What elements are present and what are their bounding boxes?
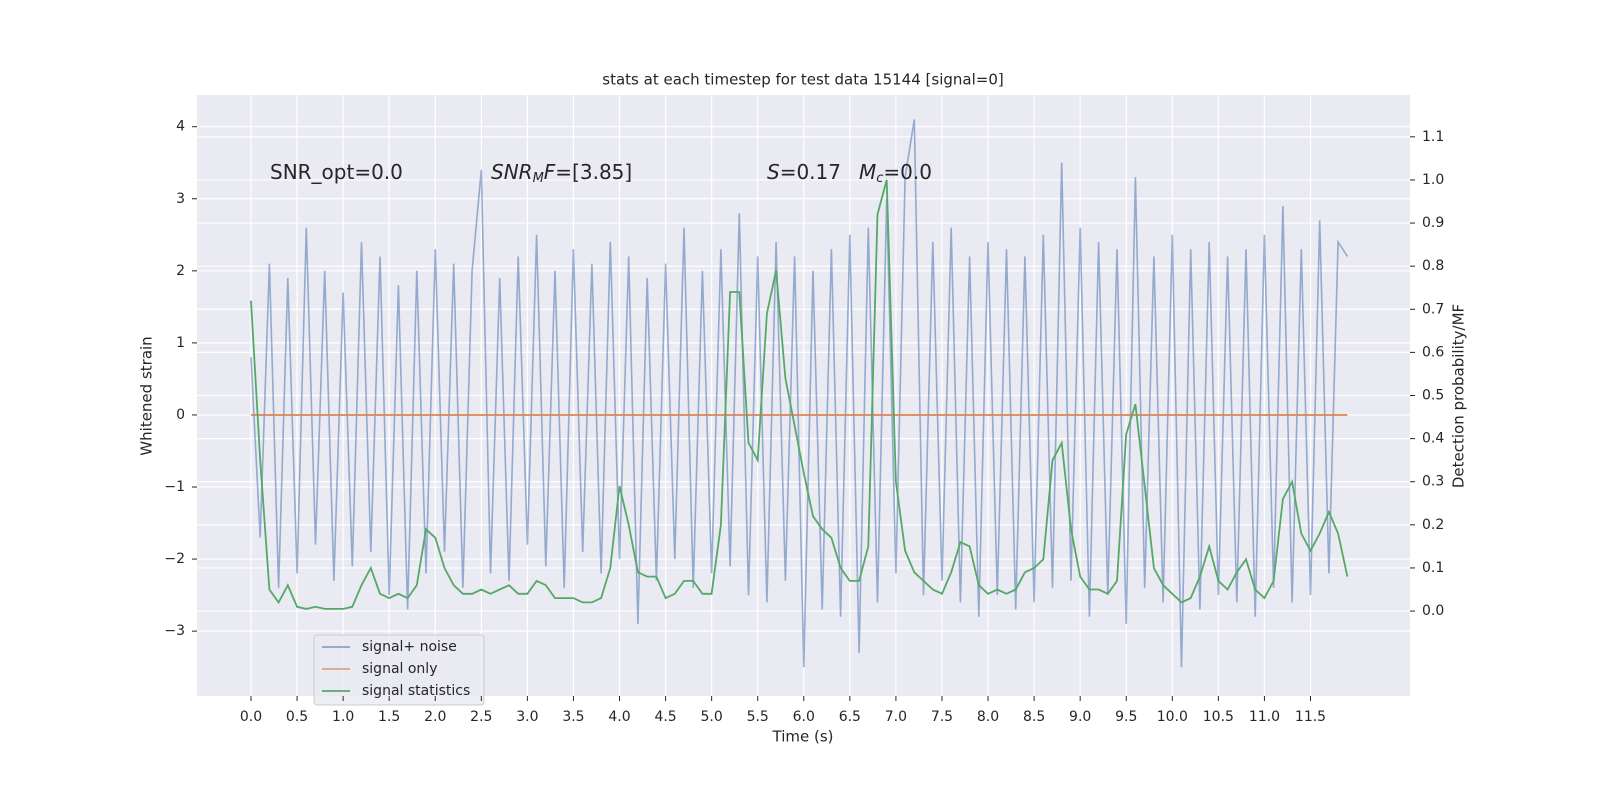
annotation-part: =[3.85] bbox=[555, 160, 632, 184]
annotation-part: =0.0 bbox=[883, 160, 932, 184]
x-tick-label: 6.5 bbox=[839, 709, 861, 725]
y2-tick-label: 0.8 bbox=[1422, 258, 1444, 274]
y-tick-label: 3 bbox=[176, 191, 185, 207]
x-tick-label: 2.5 bbox=[470, 709, 492, 725]
x-tick-label: 7.0 bbox=[885, 709, 907, 725]
series-line bbox=[250, 119, 1349, 668]
x-tick-label: 5.0 bbox=[701, 709, 723, 725]
x-tick-label: 9.5 bbox=[1115, 709, 1137, 725]
x-tick-label: 2.0 bbox=[424, 709, 446, 725]
y2-tick-label: 0.4 bbox=[1422, 431, 1444, 447]
legend: signal+ noise signal only signal statistic… bbox=[313, 634, 485, 706]
x-tick-label: 11.0 bbox=[1249, 709, 1280, 725]
x-tick-label: 1.5 bbox=[378, 709, 400, 725]
x-tick-label: 3.5 bbox=[562, 709, 584, 725]
x-tick-label: 4.0 bbox=[608, 709, 630, 725]
y-tick-label: 0 bbox=[176, 407, 185, 423]
x-tick-label: 8.0 bbox=[977, 709, 999, 725]
y2-tick-label: 0.6 bbox=[1422, 344, 1444, 360]
x-tick-label: 3.0 bbox=[516, 709, 538, 725]
y2-tick-label: 0.1 bbox=[1422, 560, 1444, 576]
y-tick-label: 4 bbox=[176, 119, 185, 135]
y2-tick-label: 0.9 bbox=[1422, 215, 1444, 231]
y-tick-label: 2 bbox=[176, 263, 185, 279]
chart-title: stats at each timestep for test data 151… bbox=[602, 71, 1003, 89]
annotation: Mc=0.0 bbox=[859, 160, 932, 186]
y2-tick-label: 1.1 bbox=[1422, 129, 1444, 145]
x-tick-label: 5.5 bbox=[747, 709, 769, 725]
y2-tick-label: 0.5 bbox=[1422, 388, 1444, 404]
y2-tick-label: 0.2 bbox=[1422, 517, 1444, 533]
x-tick-label: 0.0 bbox=[240, 709, 262, 725]
y-tick-label: −2 bbox=[164, 551, 185, 567]
annotation-part: F bbox=[544, 160, 556, 184]
y-tick-label: 1 bbox=[176, 335, 185, 351]
annotation: S=0.17 bbox=[767, 160, 841, 184]
annotation-part: =0.17 bbox=[780, 160, 841, 184]
y2-tick-label: 0.3 bbox=[1422, 474, 1444, 490]
y-axis-label: Whitened strain bbox=[138, 336, 156, 455]
x-tick-label: 9.0 bbox=[1069, 709, 1091, 725]
x-tick-label: 0.5 bbox=[286, 709, 308, 725]
y2-tick-label: 0.7 bbox=[1422, 301, 1444, 317]
x-axis-label: Time (s) bbox=[772, 728, 834, 746]
x-tick-label: 8.5 bbox=[1023, 709, 1045, 725]
annotation-part: SNR bbox=[491, 160, 533, 184]
annotation-part: M bbox=[859, 160, 876, 184]
legend-box bbox=[313, 634, 485, 706]
annotation-part: SNR_opt=0.0 bbox=[270, 160, 403, 184]
legend-label: signal statistics bbox=[362, 683, 470, 699]
y-tick-label: −3 bbox=[164, 623, 185, 639]
x-tick-label: 4.5 bbox=[654, 709, 676, 725]
legend-label: signal only bbox=[362, 661, 437, 677]
annotation: SNR_opt=0.0 bbox=[270, 160, 403, 184]
x-tick-label: 10.0 bbox=[1157, 709, 1188, 725]
y2-tick-label: 1.0 bbox=[1422, 172, 1444, 188]
x-tick-label: 6.0 bbox=[793, 709, 815, 725]
x-tick-label: 11.5 bbox=[1295, 709, 1326, 725]
annotation-part: c bbox=[876, 171, 883, 186]
legend-label: signal+ noise bbox=[362, 639, 457, 655]
marks bbox=[250, 119, 1349, 668]
x-tick-label: 10.5 bbox=[1203, 709, 1234, 725]
annotation-part: S bbox=[767, 160, 780, 184]
annotation: SNRMF=[3.85] bbox=[491, 160, 632, 186]
y2-axis-label: Detection probability/MF bbox=[1450, 304, 1468, 488]
x-tick-label: 7.5 bbox=[931, 709, 953, 725]
annotation-part: M bbox=[533, 171, 544, 186]
x-tick-label: 1.0 bbox=[332, 709, 354, 725]
y-tick-label: −1 bbox=[164, 479, 185, 495]
series-line bbox=[250, 179, 1349, 610]
y2-tick-label: 0.0 bbox=[1422, 603, 1444, 619]
